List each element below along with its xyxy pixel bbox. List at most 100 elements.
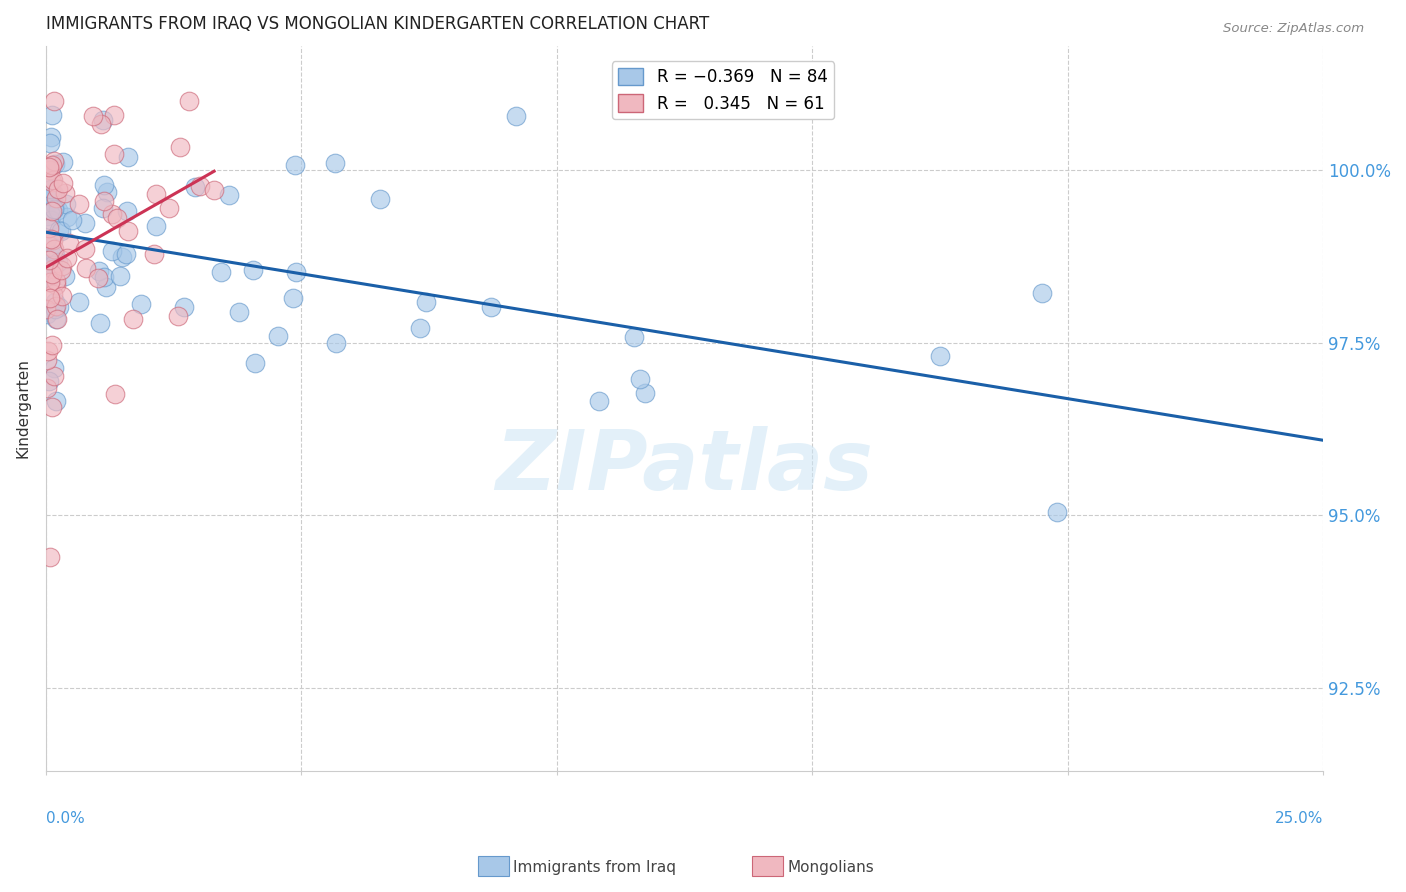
Point: [415, 294, 437, 309]
Point: [408, 321, 430, 335]
Point: [39, 203, 62, 218]
Point: [38, 271, 60, 285]
Point: [46, 202, 69, 217]
Point: [37, 353, 59, 368]
Point: [41, 175, 63, 189]
Point: [41, 190, 63, 204]
Point: [49, 224, 72, 238]
Point: [35, 302, 58, 317]
Text: Source: ZipAtlas.com: Source: ZipAtlas.com: [1223, 22, 1364, 36]
Point: [67, 294, 90, 309]
Point: [38, 253, 60, 268]
Point: [93, 178, 115, 192]
Point: [35, 307, 58, 321]
Point: [51, 260, 73, 274]
Point: [41, 267, 63, 281]
Point: [42, 153, 65, 168]
Point: [284, 158, 307, 172]
Point: [37, 260, 59, 274]
Point: [281, 291, 304, 305]
Point: [96, 185, 118, 199]
Point: [46, 311, 69, 326]
Point: [87, 271, 110, 285]
Point: [41, 337, 63, 351]
Y-axis label: Kindergarten: Kindergarten: [15, 359, 30, 458]
Point: [39, 182, 62, 196]
Point: [56, 251, 79, 265]
Point: [45, 278, 67, 293]
Point: [35, 209, 58, 223]
Point: [929, 349, 952, 363]
Point: [45, 299, 67, 313]
Point: [115, 204, 138, 219]
Text: Mongolians: Mongolians: [787, 861, 875, 875]
Point: [117, 150, 139, 164]
Point: [145, 219, 167, 233]
Point: [105, 211, 128, 226]
Point: [91, 112, 114, 127]
Point: [108, 268, 131, 283]
Point: [35, 257, 58, 271]
Point: [51, 289, 73, 303]
Point: [53, 268, 76, 283]
Point: [100, 244, 122, 258]
Point: [42, 258, 65, 272]
Point: [48, 222, 70, 236]
Point: [42, 173, 65, 187]
Point: [37, 176, 59, 190]
Point: [41, 203, 63, 218]
Point: [42, 368, 65, 383]
Point: [56, 211, 79, 225]
Point: [38, 136, 60, 150]
Point: [209, 264, 232, 278]
Point: [39, 549, 62, 564]
Point: [87, 264, 110, 278]
Point: [52, 155, 75, 169]
Point: [46, 255, 69, 269]
Point: [41, 130, 63, 145]
Point: [44, 301, 66, 316]
Point: [228, 305, 250, 319]
Point: [202, 183, 225, 197]
Point: [75, 260, 97, 275]
Point: [37, 343, 59, 358]
Point: [325, 336, 347, 351]
Point: [104, 387, 127, 401]
Point: [285, 265, 308, 279]
Point: [42, 94, 65, 108]
Text: IMMIGRANTS FROM IRAQ VS MONGOLIAN KINDERGARTEN CORRELATION CHART: IMMIGRANTS FROM IRAQ VS MONGOLIAN KINDER…: [46, 15, 709, 33]
Point: [242, 262, 264, 277]
Point: [46, 182, 69, 196]
Point: [39, 187, 62, 202]
Point: [267, 329, 290, 343]
Point: [39, 231, 62, 245]
Point: [368, 192, 391, 206]
Text: 0.0%: 0.0%: [46, 811, 84, 826]
Point: [1046, 505, 1069, 519]
Point: [45, 274, 67, 288]
Point: [143, 247, 166, 261]
Point: [45, 393, 67, 408]
Point: [45, 191, 67, 205]
Point: [1031, 285, 1053, 300]
Point: [52, 176, 75, 190]
Point: [93, 194, 115, 208]
Point: [42, 286, 65, 301]
Point: [42, 186, 65, 201]
Point: [55, 197, 77, 211]
Point: [39, 213, 62, 227]
Point: [41, 158, 63, 172]
Point: [35, 381, 58, 395]
Text: ZIPatlas: ZIPatlas: [496, 425, 873, 507]
Point: [38, 374, 60, 388]
Point: [505, 109, 527, 123]
Point: [35, 232, 58, 246]
Point: [44, 157, 66, 171]
Point: [218, 187, 240, 202]
Point: [41, 401, 63, 415]
Point: [90, 117, 112, 131]
Point: [121, 311, 143, 326]
Point: [51, 263, 73, 277]
Point: [157, 201, 180, 215]
Point: [173, 300, 195, 314]
